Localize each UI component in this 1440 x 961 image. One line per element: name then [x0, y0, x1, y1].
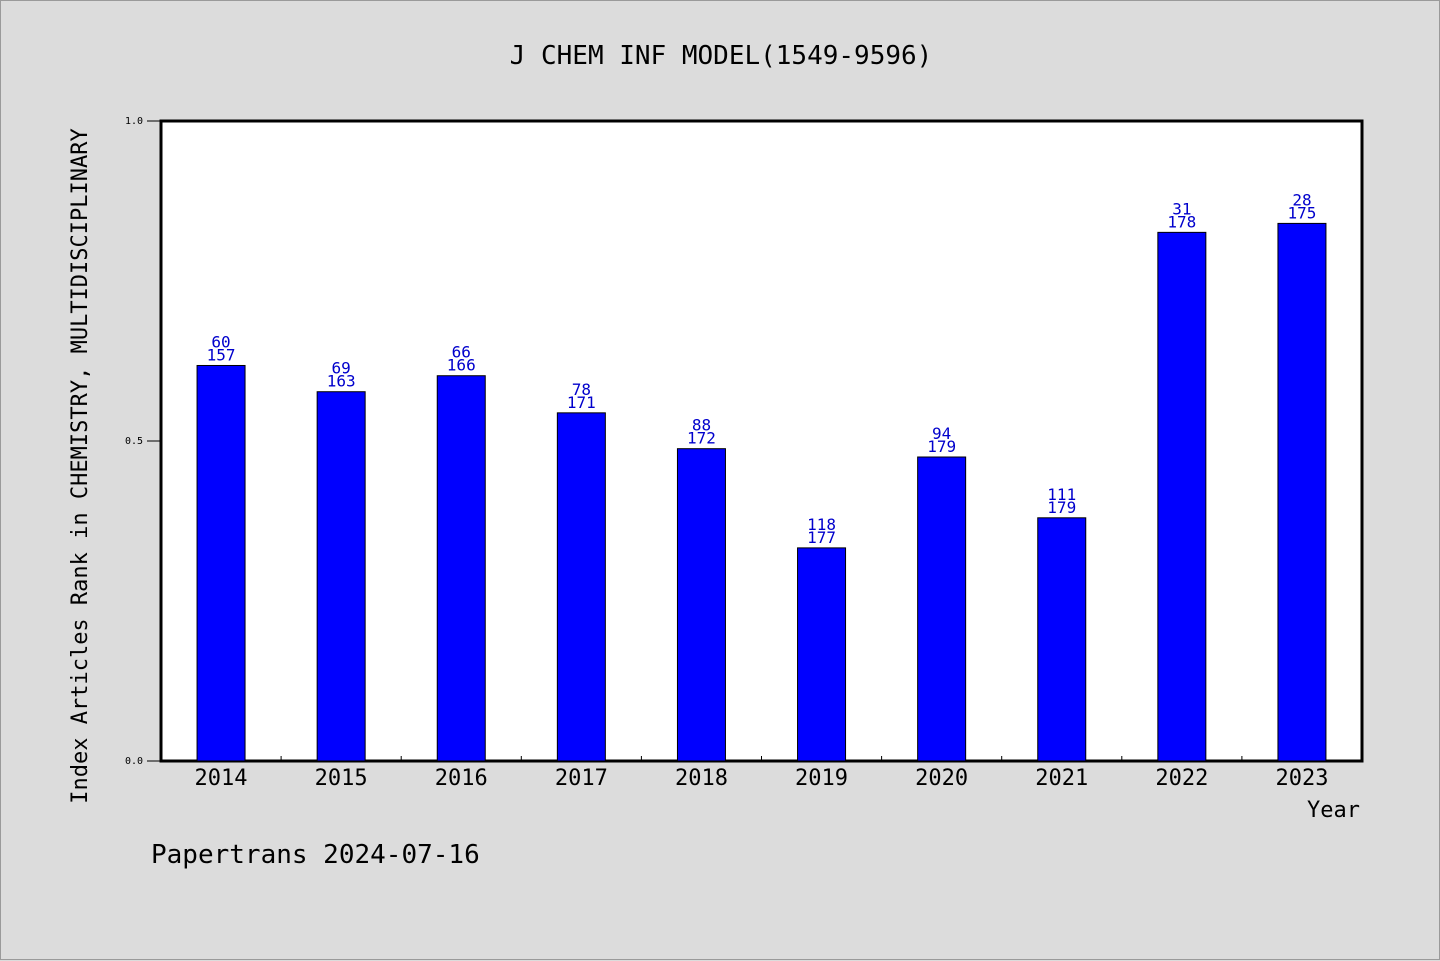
bar-label-total-2017: 171	[567, 393, 596, 412]
chart-title: J CHEM INF MODEL(1549-9596)	[510, 41, 933, 71]
bar-label-total-2015: 163	[327, 372, 356, 391]
x-tick-label-2023: 2023	[1275, 766, 1328, 791]
y-tick-label-0.5: 0.5	[125, 436, 143, 447]
x-tick-label-2015: 2015	[315, 766, 368, 791]
bar-2018	[676, 448, 726, 762]
bar-label-rank-2015: 69	[332, 359, 351, 378]
bar-2022	[1157, 231, 1207, 762]
bar-label-rank-2020: 94	[932, 424, 951, 443]
bar-label-rank-2014: 60	[211, 332, 230, 351]
bar-label-total-2022: 178	[1167, 212, 1196, 231]
bar-label-rank-2018: 88	[692, 416, 711, 435]
x-tick-label-2014: 2014	[195, 766, 248, 791]
x-tick-label-2020: 2020	[915, 766, 968, 791]
bar-2017	[556, 412, 606, 762]
bar-label-total-2016: 166	[447, 356, 476, 375]
bar-2023	[1277, 222, 1327, 762]
bar-label-rank-2022: 31	[1172, 199, 1191, 218]
bar-label-total-2014: 157	[207, 345, 236, 364]
bar-2016	[436, 375, 486, 762]
x-tick-label-2021: 2021	[1035, 766, 1088, 791]
bar-2015	[316, 391, 366, 762]
x-tick-label-2018: 2018	[675, 766, 728, 791]
x-ticks-group: 2014 2015 2016 2017 2018 2019 2020 2021 2022 2023	[195, 756, 1328, 791]
x-axis-label: Year	[1307, 798, 1360, 823]
bar-2020	[917, 456, 967, 762]
bar-label-total-2023: 175	[1287, 203, 1316, 222]
bar-label-total-2018: 172	[687, 429, 716, 448]
bar-label-rank-2019: 118	[807, 515, 836, 534]
bar-label-total-2020: 179	[927, 437, 956, 456]
y-tick-label-0.0: 0.0	[125, 756, 143, 767]
footer-text: Papertrans 2024-07-16	[151, 840, 480, 870]
x-tick-label-2022: 2022	[1155, 766, 1208, 791]
bar-label-rank-2017: 78	[572, 380, 591, 399]
x-tick-label-2017: 2017	[555, 766, 608, 791]
bar-2021	[1037, 517, 1087, 762]
bar-label-total-2021: 179	[1047, 498, 1076, 517]
y-axis-label: Index Articles Rank in CHEMISTRY, MULTID…	[68, 128, 93, 804]
bar-2019	[797, 547, 847, 762]
y-ticks-group: 0.0 0.5 1.0	[125, 116, 161, 767]
bars-group	[196, 222, 1327, 762]
bar-label-rank-2021: 111	[1047, 485, 1076, 504]
x-tick-label-2019: 2019	[795, 766, 848, 791]
bar-label-rank-2016: 66	[452, 343, 471, 362]
y-tick-label-1.0: 1.0	[125, 116, 143, 127]
bar-label-rank-2023: 28	[1292, 190, 1311, 209]
bar-labels-group: 6015769163661667817188172118177941791111…	[207, 190, 1317, 546]
bar-label-total-2019: 177	[807, 528, 836, 547]
x-tick-label-2016: 2016	[435, 766, 488, 791]
bar-2014	[196, 364, 246, 762]
